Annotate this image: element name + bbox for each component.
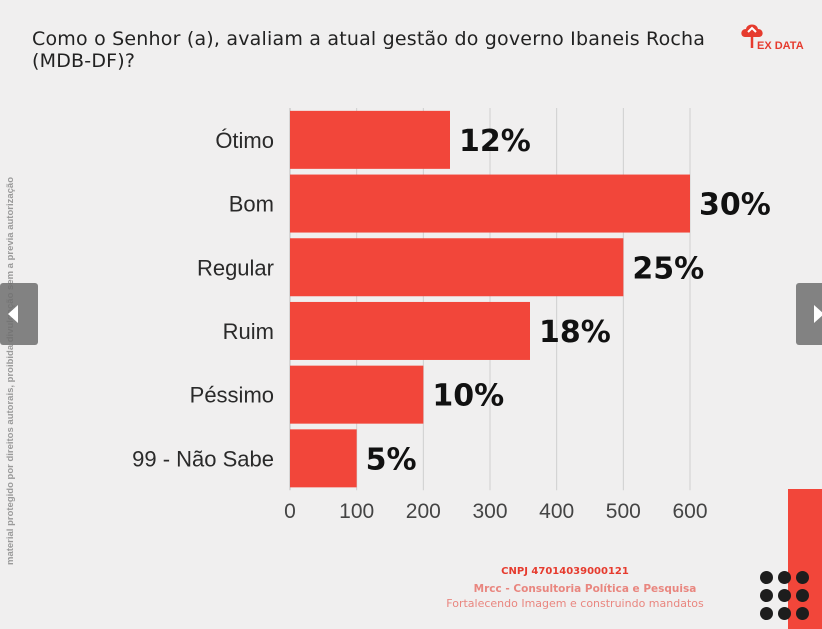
category-label: Péssimo (190, 383, 274, 408)
chart-title: Como o Senhor (a), avaliam a atual gestã… (32, 28, 706, 72)
x-tick-label: 400 (539, 500, 574, 523)
bar (290, 238, 624, 297)
category-label: 99 - Não Sabe (132, 446, 274, 471)
bar (290, 174, 690, 233)
x-tick-label: 500 (606, 500, 641, 523)
bar (290, 110, 450, 169)
x-tick-label: 100 (339, 500, 374, 523)
next-slide-button[interactable] (796, 283, 822, 345)
cloud-pin-icon (741, 24, 763, 48)
footer-company: Mrcc - Consultoria Política e Pesquisa (473, 583, 697, 595)
decorative-strip (788, 489, 822, 629)
data-label: 5% (366, 442, 417, 477)
bar (290, 429, 357, 488)
data-label: 30% (699, 188, 771, 223)
x-tick-label: 300 (472, 500, 507, 523)
category-label: Regular (197, 255, 274, 280)
decorative-dots (757, 569, 817, 629)
category-label: Bom (229, 192, 274, 217)
previous-slide-button[interactable] (0, 283, 38, 345)
category-label: Ótimo (215, 128, 274, 153)
chevron-left-icon (8, 305, 18, 323)
footer-cnpj: CNPJ 47014039000121 (501, 566, 629, 577)
data-label: 10% (432, 379, 504, 414)
chevron-right-icon (814, 305, 822, 323)
data-label: 12% (459, 124, 531, 159)
category-label: Ruim (223, 319, 274, 344)
footer-slogan: Fortalecendo Imagem e construindo mandat… (446, 597, 704, 610)
data-label: 25% (632, 251, 704, 286)
logo-text: EX DATA (757, 40, 804, 52)
x-tick-label: 0 (284, 500, 296, 523)
x-tick-label: 200 (406, 500, 441, 523)
bar (290, 365, 424, 424)
x-tick-label: 600 (672, 500, 707, 523)
data-label: 18% (539, 315, 611, 350)
bar (290, 301, 530, 360)
brand-logo: EX DATA (738, 20, 818, 60)
